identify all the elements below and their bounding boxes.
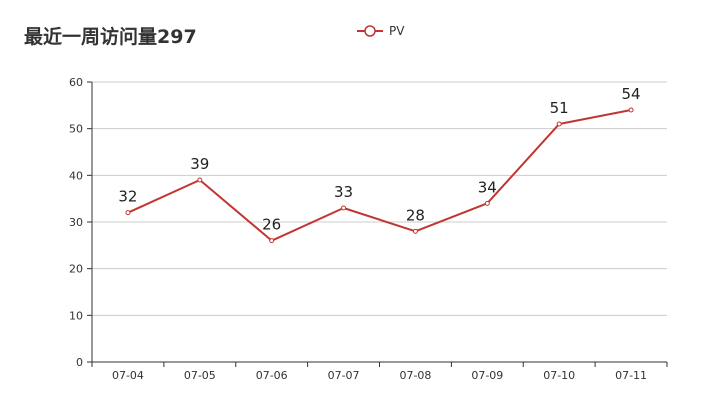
x-tick-label: 07-05 xyxy=(184,369,216,382)
legend-label-pv: PV xyxy=(389,24,405,38)
data-point xyxy=(197,177,203,183)
y-tick-label: 30 xyxy=(69,216,83,229)
data-point xyxy=(341,205,347,211)
data-label: 54 xyxy=(622,85,641,103)
x-tick-label: 07-06 xyxy=(256,369,288,382)
data-point xyxy=(628,107,634,113)
data-point xyxy=(484,200,490,206)
y-tick-label: 20 xyxy=(69,263,83,276)
y-tick-label: 60 xyxy=(69,76,83,89)
x-tick-label: 07-09 xyxy=(471,369,503,382)
chart-title: 最近一周访问量297 xyxy=(24,26,197,48)
y-tick-label: 0 xyxy=(76,356,83,369)
x-tick-label: 07-10 xyxy=(543,369,575,382)
data-label: 51 xyxy=(550,99,569,117)
x-tick-label: 07-11 xyxy=(615,369,647,382)
data-label: 34 xyxy=(478,178,497,196)
y-tick-label: 50 xyxy=(69,123,83,136)
data-point xyxy=(125,210,131,216)
legend[interactable]: PV xyxy=(357,24,404,38)
y-tick-label: 40 xyxy=(69,169,83,182)
legend-line-circle-icon xyxy=(357,24,383,38)
data-label: 26 xyxy=(262,216,281,234)
data-label: 33 xyxy=(334,183,353,201)
data-point xyxy=(412,228,418,234)
x-tick-label: 07-08 xyxy=(399,369,431,382)
data-label: 39 xyxy=(190,155,209,173)
x-tick-label: 07-07 xyxy=(328,369,360,382)
x-tick-label: 07-04 xyxy=(112,369,144,382)
data-point xyxy=(556,121,562,127)
data-label: 32 xyxy=(118,188,137,206)
data-label: 28 xyxy=(406,206,425,224)
series-line xyxy=(127,109,632,242)
data-point xyxy=(269,238,275,244)
y-tick-label: 10 xyxy=(69,309,83,322)
